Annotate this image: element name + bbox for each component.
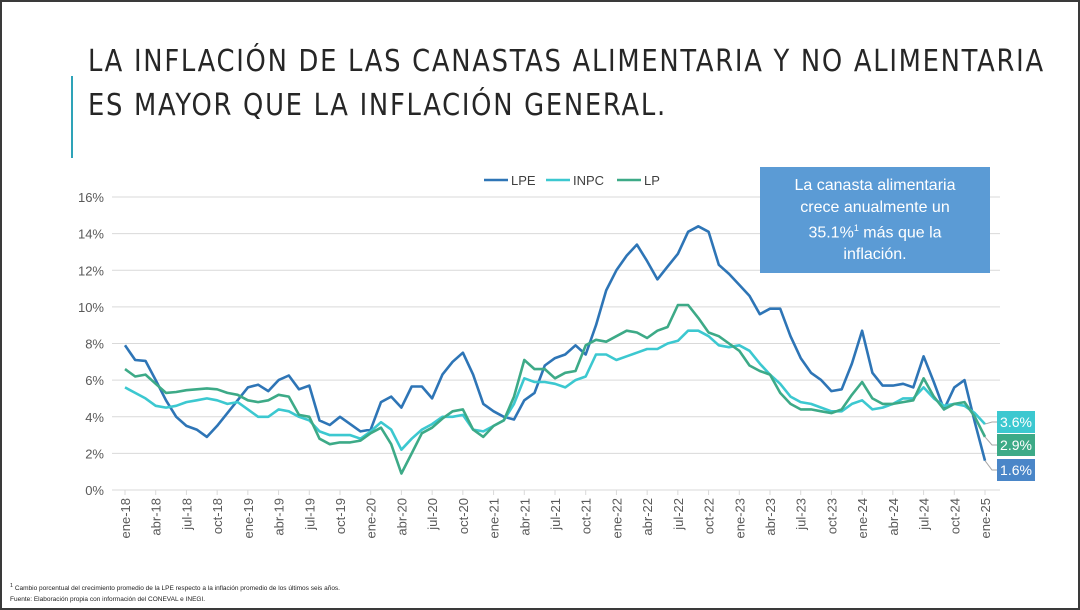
x-tick-label: jul-21	[548, 498, 563, 531]
legend-label-lpe: LPE	[511, 173, 536, 188]
x-tick-label: abr-23	[763, 498, 778, 536]
end-label-lpe: 1.6%	[1000, 462, 1032, 478]
title-line-1: LA INFLACIÓN DE LAS CANASTAS ALIMENTARIA…	[88, 44, 1045, 79]
series-line-lpe	[123, 225, 987, 462]
title-line-2: ES MAYOR QUE LA INFLACIÓN GENERAL.	[88, 88, 667, 123]
callout-value: 35.1%	[808, 224, 854, 242]
x-tick-label: oct-24	[947, 498, 962, 534]
x-tick-label: ene-23	[732, 498, 747, 538]
x-tick-label: oct-19	[333, 498, 348, 534]
x-tick-label: oct-20	[456, 498, 471, 534]
x-tick-label: oct-21	[579, 498, 594, 534]
x-tick-label: oct-23	[824, 498, 839, 534]
y-tick-label: 0%	[85, 483, 104, 498]
x-tick-label: abr-24	[886, 498, 901, 536]
legend-label-inpc: INPC	[573, 173, 604, 188]
series-line-lp	[124, 303, 987, 475]
y-tick-label: 2%	[85, 446, 104, 461]
end-label-box	[997, 434, 1035, 456]
y-tick-label: 8%	[85, 337, 104, 352]
callout-line-3-rest: más que la	[858, 224, 942, 242]
footnote-text: Cambio porcentual del crecimiento promed…	[13, 585, 340, 593]
y-tick-label: 14%	[78, 227, 104, 242]
x-tick-label: ene-18	[118, 498, 133, 538]
legend-label-lp: LP	[644, 173, 660, 188]
x-tick-label: ene-25	[978, 498, 993, 538]
callout-line-1: La canasta alimentaria	[794, 177, 956, 194]
end-label-box	[997, 411, 1035, 433]
callout-footnote-ref: 1	[853, 223, 859, 233]
x-tick-label: jul-24	[917, 498, 932, 531]
x-tick-label: abr-21	[517, 498, 532, 536]
y-tick-label: 6%	[85, 373, 104, 388]
y-tick-label: 12%	[78, 263, 104, 278]
x-tick-label: jul-18	[179, 498, 194, 531]
x-tick-label: abr-20	[394, 498, 409, 536]
y-tick-label: 16%	[78, 190, 104, 205]
callout-line-2: crece anualmente un	[800, 198, 950, 216]
slide-title: LA INFLACIÓN DE LAS CANASTAS ALIMENTARIA…	[88, 40, 1045, 128]
end-label-inpc: 3.6%	[1000, 414, 1032, 430]
x-tick-label: ene-24	[855, 498, 870, 538]
end-label-box	[997, 459, 1035, 481]
x-tick-label: oct-22	[702, 498, 717, 534]
source-note: Fuente: Elaboración propia con informaci…	[10, 596, 206, 603]
footnote-1: 1 Cambio porcentual del crecimiento prom…	[10, 583, 340, 592]
x-tick-label: abr-18	[149, 498, 164, 536]
x-tick-label: abr-19	[272, 498, 287, 536]
leader-line	[984, 460, 997, 471]
x-tick-label: ene-21	[487, 498, 502, 538]
y-tick-label: 10%	[78, 300, 104, 315]
end-label-lp: 2.9%	[1000, 437, 1032, 453]
footnote-marker: 1	[10, 583, 14, 589]
leader-line	[984, 436, 997, 446]
x-tick-label: jul-19	[302, 498, 317, 531]
x-tick-label: ene-19	[241, 498, 256, 538]
x-tick-label: jul-20	[425, 498, 440, 531]
x-tick-label: ene-22	[609, 498, 624, 538]
x-tick-label: ene-20	[364, 498, 379, 538]
callout-box: La canasta alimentaria crece anualmente …	[760, 167, 990, 273]
callout-line-3: 35.1%1 más que la	[760, 218, 990, 244]
callout-line-4: inflación.	[843, 245, 907, 263]
series-line-inpc	[124, 329, 986, 452]
x-tick-label: jul-22	[671, 498, 686, 531]
x-tick-label: jul-23	[794, 498, 809, 531]
x-tick-label: oct-18	[210, 498, 225, 534]
y-tick-label: 4%	[85, 410, 104, 425]
accent-bar	[71, 76, 73, 158]
x-tick-label: abr-22	[640, 498, 655, 536]
leader-line	[984, 421, 997, 425]
